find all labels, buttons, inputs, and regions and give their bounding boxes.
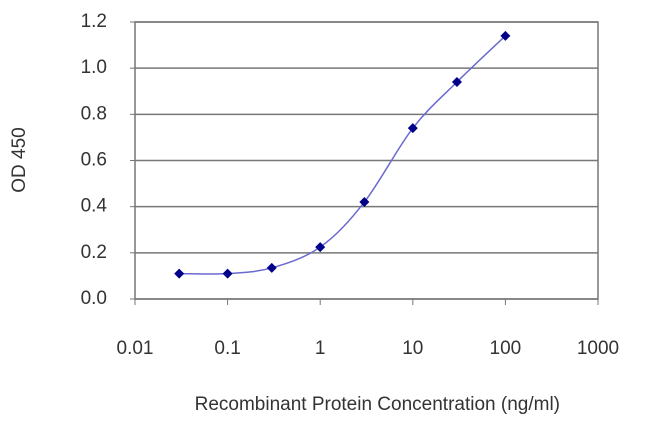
x-tick-label: 0.1: [214, 338, 240, 359]
plot-frame: [134, 21, 599, 300]
y-tick-label: 0.4: [81, 196, 108, 217]
x-tick-label: 1: [315, 338, 326, 359]
x-tick-label: 0.01: [117, 338, 154, 359]
y-axis-label: OD 450: [9, 127, 30, 192]
y-tick-label: 1.2: [81, 11, 107, 32]
y-tick-label: 0.2: [81, 242, 107, 263]
marker: [500, 30, 511, 41]
x-tick-label: 1000: [577, 338, 619, 359]
y-tick-label: 0.8: [81, 103, 107, 124]
marker: [174, 268, 185, 279]
marker: [222, 268, 233, 279]
y-tick-label: 0.0: [81, 288, 107, 309]
marker: [266, 262, 277, 273]
marker: [451, 77, 462, 88]
x-axis-label: Recombinant Protein Concentration (ng/ml…: [195, 394, 560, 415]
x-tick-label: 100: [490, 338, 522, 359]
marker: [407, 123, 418, 134]
y-tick-label: 0.6: [81, 150, 107, 171]
marker: [315, 242, 326, 253]
line: [179, 35, 506, 275]
marker: [359, 197, 370, 208]
x-tick-label: 10: [402, 338, 423, 359]
y-tick-label: 1.0: [81, 57, 107, 78]
